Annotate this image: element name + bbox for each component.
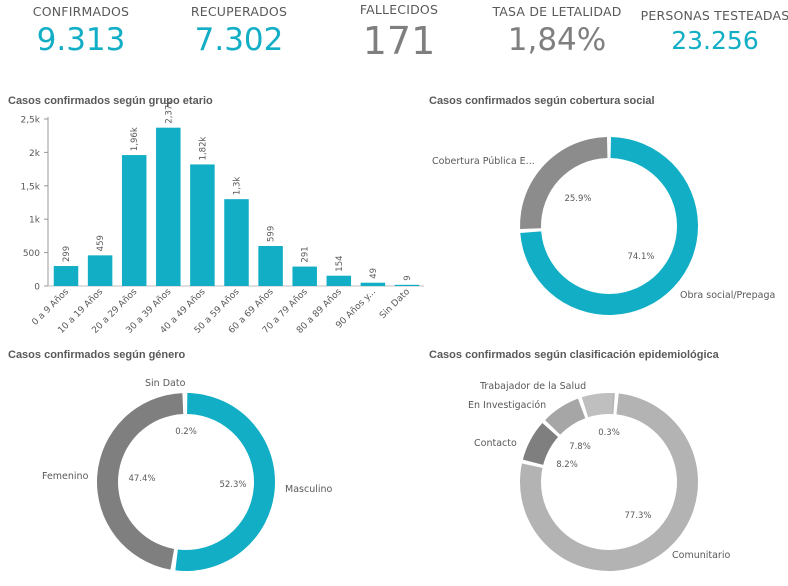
kpi-personas-testeadas: PERSONAS TESTEADAS 23.256 [640, 8, 788, 56]
kpi-tasa-letalidad: TASA DE LETALIDAD 1,84% [492, 4, 622, 58]
chart-title-grupo-etario: Casos confirmados según grupo etario [8, 95, 213, 107]
slice-category-label: Trabajador de la Salud [479, 381, 586, 392]
kpi-label: RECUPERADOS [190, 4, 288, 19]
chart-title-cobertura-social: Casos confirmados según cobertura social [429, 95, 655, 107]
slice-percent-label: 47.4% [128, 474, 155, 484]
kpi-value: 171 [362, 19, 436, 63]
donut-slice[interactable] [522, 423, 559, 465]
kpi-value: 9.313 [36, 22, 126, 58]
bar-value-label: 49 [369, 268, 379, 279]
chart-title-clasificacion: Casos confirmados según clasificación ep… [429, 349, 719, 361]
bar[interactable] [326, 275, 352, 286]
slice-category-label: Masculino [285, 484, 333, 495]
bar[interactable] [156, 127, 181, 287]
bar[interactable] [87, 255, 113, 286]
donut-slice[interactable] [97, 393, 184, 570]
y-tick-label: 0 [34, 283, 40, 293]
kpi-label: CONFIRMADOS [32, 4, 130, 19]
bar-value-label: 299 [62, 246, 72, 262]
y-tick-label: 2,5k [20, 116, 40, 126]
kpi-recuperados: RECUPERADOS 7.302 [178, 4, 300, 58]
slice-category-label: Femenino [42, 471, 89, 482]
donut-chart-clasificacion[interactable]: 77.3% 8.2% 7.8% 0.3% En Investigación Trabaja… [468, 381, 730, 571]
y-tick-label: 500 [23, 249, 40, 259]
slice-category-label: Obra social/Prepaga [680, 290, 775, 301]
x-tick-label: Sin Dato [378, 287, 412, 321]
bar-value-label: 599 [267, 226, 277, 242]
bar[interactable] [394, 284, 420, 286]
y-tick-label: 1k [29, 216, 41, 226]
slice-category-label: Sin Dato [145, 378, 186, 389]
y-tick-label: 1,5k [20, 182, 40, 192]
kpi-confirmados: CONFIRMADOS 9.313 [20, 4, 142, 58]
donut-slice[interactable] [175, 393, 275, 571]
donut-slice[interactable] [545, 398, 586, 435]
bar[interactable] [292, 266, 317, 286]
bar-value-label: 154 [335, 255, 345, 271]
slice-percent-label: 0.3% [598, 428, 620, 438]
bar-value-label: 2,37k [164, 100, 174, 124]
bar[interactable] [360, 282, 386, 286]
bar[interactable] [224, 199, 249, 286]
chart-title-genero: Casos confirmados según género [8, 349, 186, 361]
bar[interactable] [258, 245, 283, 286]
slice-percent-label: 8.2% [556, 460, 578, 470]
slice-category-label: Contacto [474, 438, 517, 449]
kpi-value: 7.302 [194, 22, 284, 58]
kpi-value: 23.256 [671, 26, 759, 55]
bar[interactable] [53, 266, 79, 286]
kpi-label: FALLECIDOS [359, 2, 439, 17]
y-tick-label: 2k [29, 149, 41, 159]
donut-slice[interactable] [187, 393, 192, 415]
kpi-value: 1,84% [507, 22, 607, 58]
donut-slice[interactable] [581, 393, 614, 418]
slice-percent-label: 77.3% [624, 511, 651, 521]
bar[interactable] [121, 155, 147, 286]
slice-percent-label: 25.9% [564, 194, 591, 204]
bar-value-label: 291 [301, 246, 311, 262]
slice-percent-label: 0.2% [175, 427, 197, 437]
slice-category-label: En Investigación [468, 400, 546, 411]
donut-chart-genero[interactable]: 52.3% 47.4% 0.2% Masculino Femenino Sin Dato [42, 378, 333, 571]
bar-value-label: 459 [96, 235, 106, 251]
kpi-fallecidos: FALLECIDOS 171 [338, 2, 460, 62]
slice-percent-label: 52.3% [219, 480, 246, 490]
slice-percent-label: 7.8% [569, 442, 591, 452]
bar[interactable] [190, 164, 215, 286]
slice-category-label: Comunitario [672, 550, 730, 561]
slice-percent-label: 74.1% [627, 252, 654, 262]
kpi-label: PERSONAS TESTEADAS [640, 8, 788, 23]
bar-value-label: 1,96k [130, 127, 140, 151]
bar-value-label: 1,82k [198, 136, 208, 160]
bar-value-label: 1,3k [233, 177, 243, 196]
slice-category-label: Cobertura Pública E... [432, 156, 535, 167]
donut-chart-cobertura-social[interactable]: 74.1% 25.9% Obra social/Prepaga Cobertura P… [432, 137, 775, 315]
kpi-label: TASA DE LETALIDAD [492, 4, 622, 19]
donut-slice[interactable] [520, 137, 608, 230]
bar-value-label: 9 [403, 275, 413, 280]
